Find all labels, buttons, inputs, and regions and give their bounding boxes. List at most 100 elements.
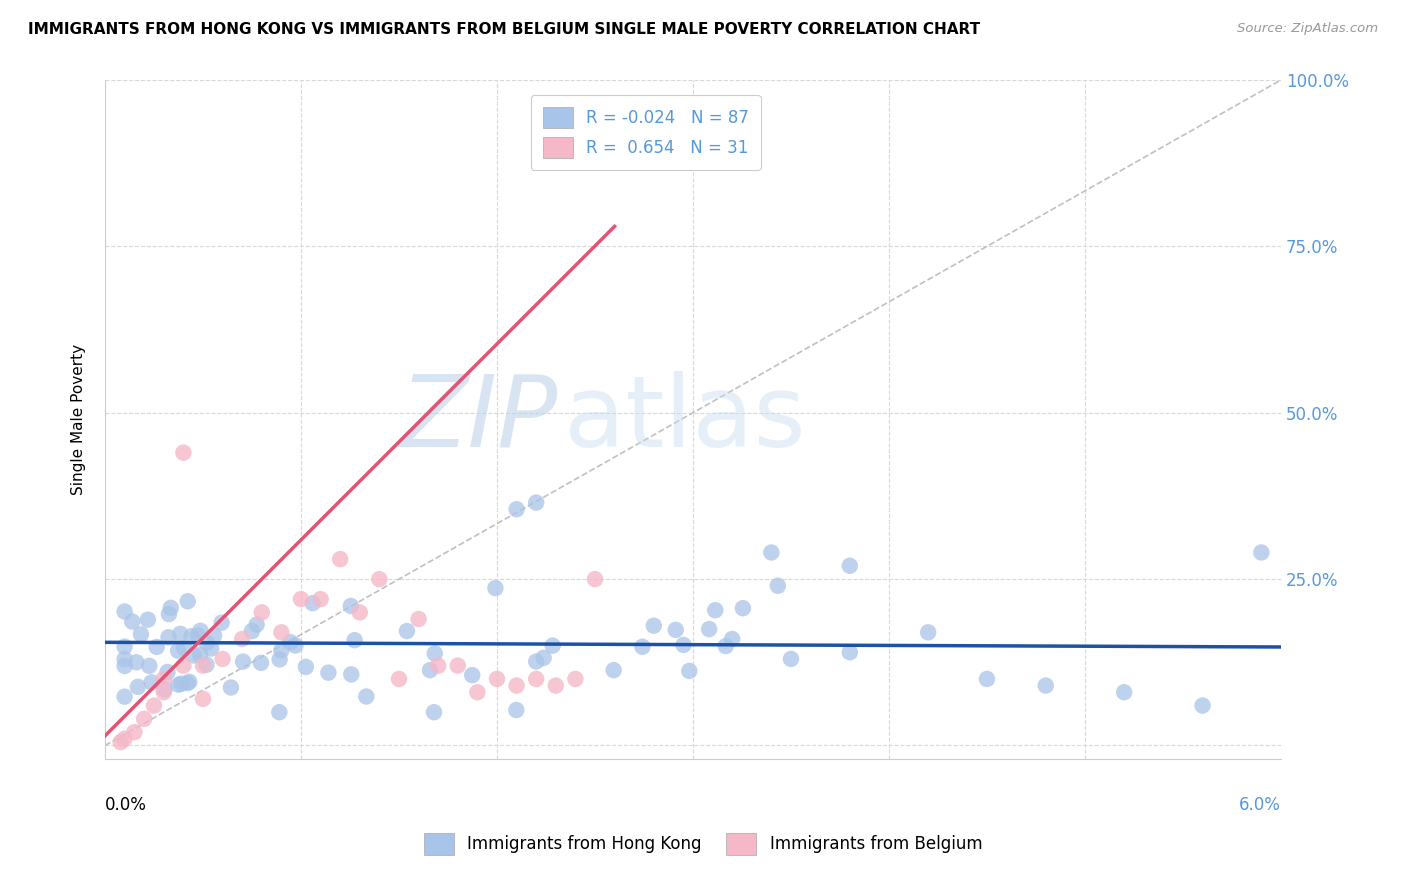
Point: [721, 632, 744, 646]
Point: [340, 667, 363, 681]
Y-axis label: Single Male Poverty: Single Male Poverty: [72, 343, 86, 495]
Point: [136, 613, 159, 627]
Point: [169, 627, 191, 641]
Point: [191, 658, 214, 673]
Point: [447, 658, 470, 673]
Point: [643, 618, 665, 632]
Point: [152, 672, 174, 686]
Point: [485, 672, 508, 686]
Point: [356, 690, 378, 704]
Point: [125, 655, 148, 669]
Point: [309, 592, 332, 607]
Point: [250, 606, 273, 620]
Point: [167, 643, 190, 657]
Point: [484, 581, 506, 595]
Point: [211, 652, 233, 666]
Point: [173, 640, 195, 655]
Point: [340, 599, 363, 613]
Point: [153, 682, 176, 697]
Point: [780, 652, 803, 666]
Point: [505, 679, 527, 693]
Point: [188, 648, 211, 662]
Point: [124, 725, 146, 739]
Point: [704, 603, 727, 617]
Point: [1191, 698, 1213, 713]
Point: [388, 672, 411, 686]
Point: [524, 655, 547, 669]
Point: [295, 660, 318, 674]
Point: [240, 624, 263, 639]
Point: [583, 572, 606, 586]
Point: [602, 663, 624, 677]
Point: [114, 652, 136, 666]
Point: [423, 647, 446, 661]
Point: [156, 665, 179, 679]
Point: [838, 558, 860, 573]
Point: [423, 705, 446, 719]
Point: [408, 612, 430, 626]
Point: [541, 639, 564, 653]
Point: [129, 627, 152, 641]
Point: [714, 639, 737, 653]
Point: [349, 606, 371, 620]
Point: [697, 622, 720, 636]
Point: [269, 705, 291, 719]
Point: [134, 712, 156, 726]
Point: [269, 652, 291, 666]
Point: [121, 615, 143, 629]
Point: [211, 615, 233, 630]
Point: [270, 643, 292, 657]
Point: [533, 650, 555, 665]
Point: [200, 641, 222, 656]
Text: ZIP: ZIP: [399, 371, 558, 468]
Point: [427, 658, 450, 673]
Point: [544, 679, 567, 693]
Point: [524, 672, 547, 686]
Point: [195, 636, 218, 650]
Text: 6.0%: 6.0%: [1239, 797, 1281, 814]
Point: [631, 640, 654, 654]
Point: [172, 658, 194, 673]
Point: [917, 625, 939, 640]
Point: [678, 664, 700, 678]
Text: 0.0%: 0.0%: [105, 797, 146, 814]
Point: [280, 635, 302, 649]
Point: [1035, 679, 1057, 693]
Point: [191, 692, 214, 706]
Point: [343, 633, 366, 648]
Point: [114, 731, 136, 746]
Point: [114, 605, 136, 619]
Point: [183, 648, 205, 663]
Point: [114, 659, 136, 673]
Point: [761, 545, 783, 559]
Point: [177, 594, 200, 608]
Point: [1250, 545, 1272, 559]
Point: [467, 685, 489, 699]
Point: [395, 624, 418, 638]
Text: IMMIGRANTS FROM HONG KONG VS IMMIGRANTS FROM BELGIUM SINGLE MALE POVERTY CORRELA: IMMIGRANTS FROM HONG KONG VS IMMIGRANTS …: [28, 22, 980, 37]
Point: [176, 676, 198, 690]
Point: [127, 680, 149, 694]
Point: [138, 658, 160, 673]
Point: [190, 624, 212, 638]
Point: [461, 668, 484, 682]
Point: [157, 630, 180, 644]
Point: [731, 601, 754, 615]
Point: [219, 681, 242, 695]
Point: [524, 495, 547, 509]
Point: [270, 625, 292, 640]
Point: [114, 690, 136, 704]
Point: [179, 674, 201, 689]
Point: [159, 600, 181, 615]
Point: [187, 628, 209, 642]
Point: [672, 638, 695, 652]
Point: [231, 632, 253, 646]
Point: [766, 579, 789, 593]
Point: [167, 678, 190, 692]
Point: [195, 657, 218, 672]
Point: [145, 640, 167, 654]
Point: [976, 672, 998, 686]
Point: [301, 596, 323, 610]
Point: [170, 676, 193, 690]
Point: [368, 572, 391, 586]
